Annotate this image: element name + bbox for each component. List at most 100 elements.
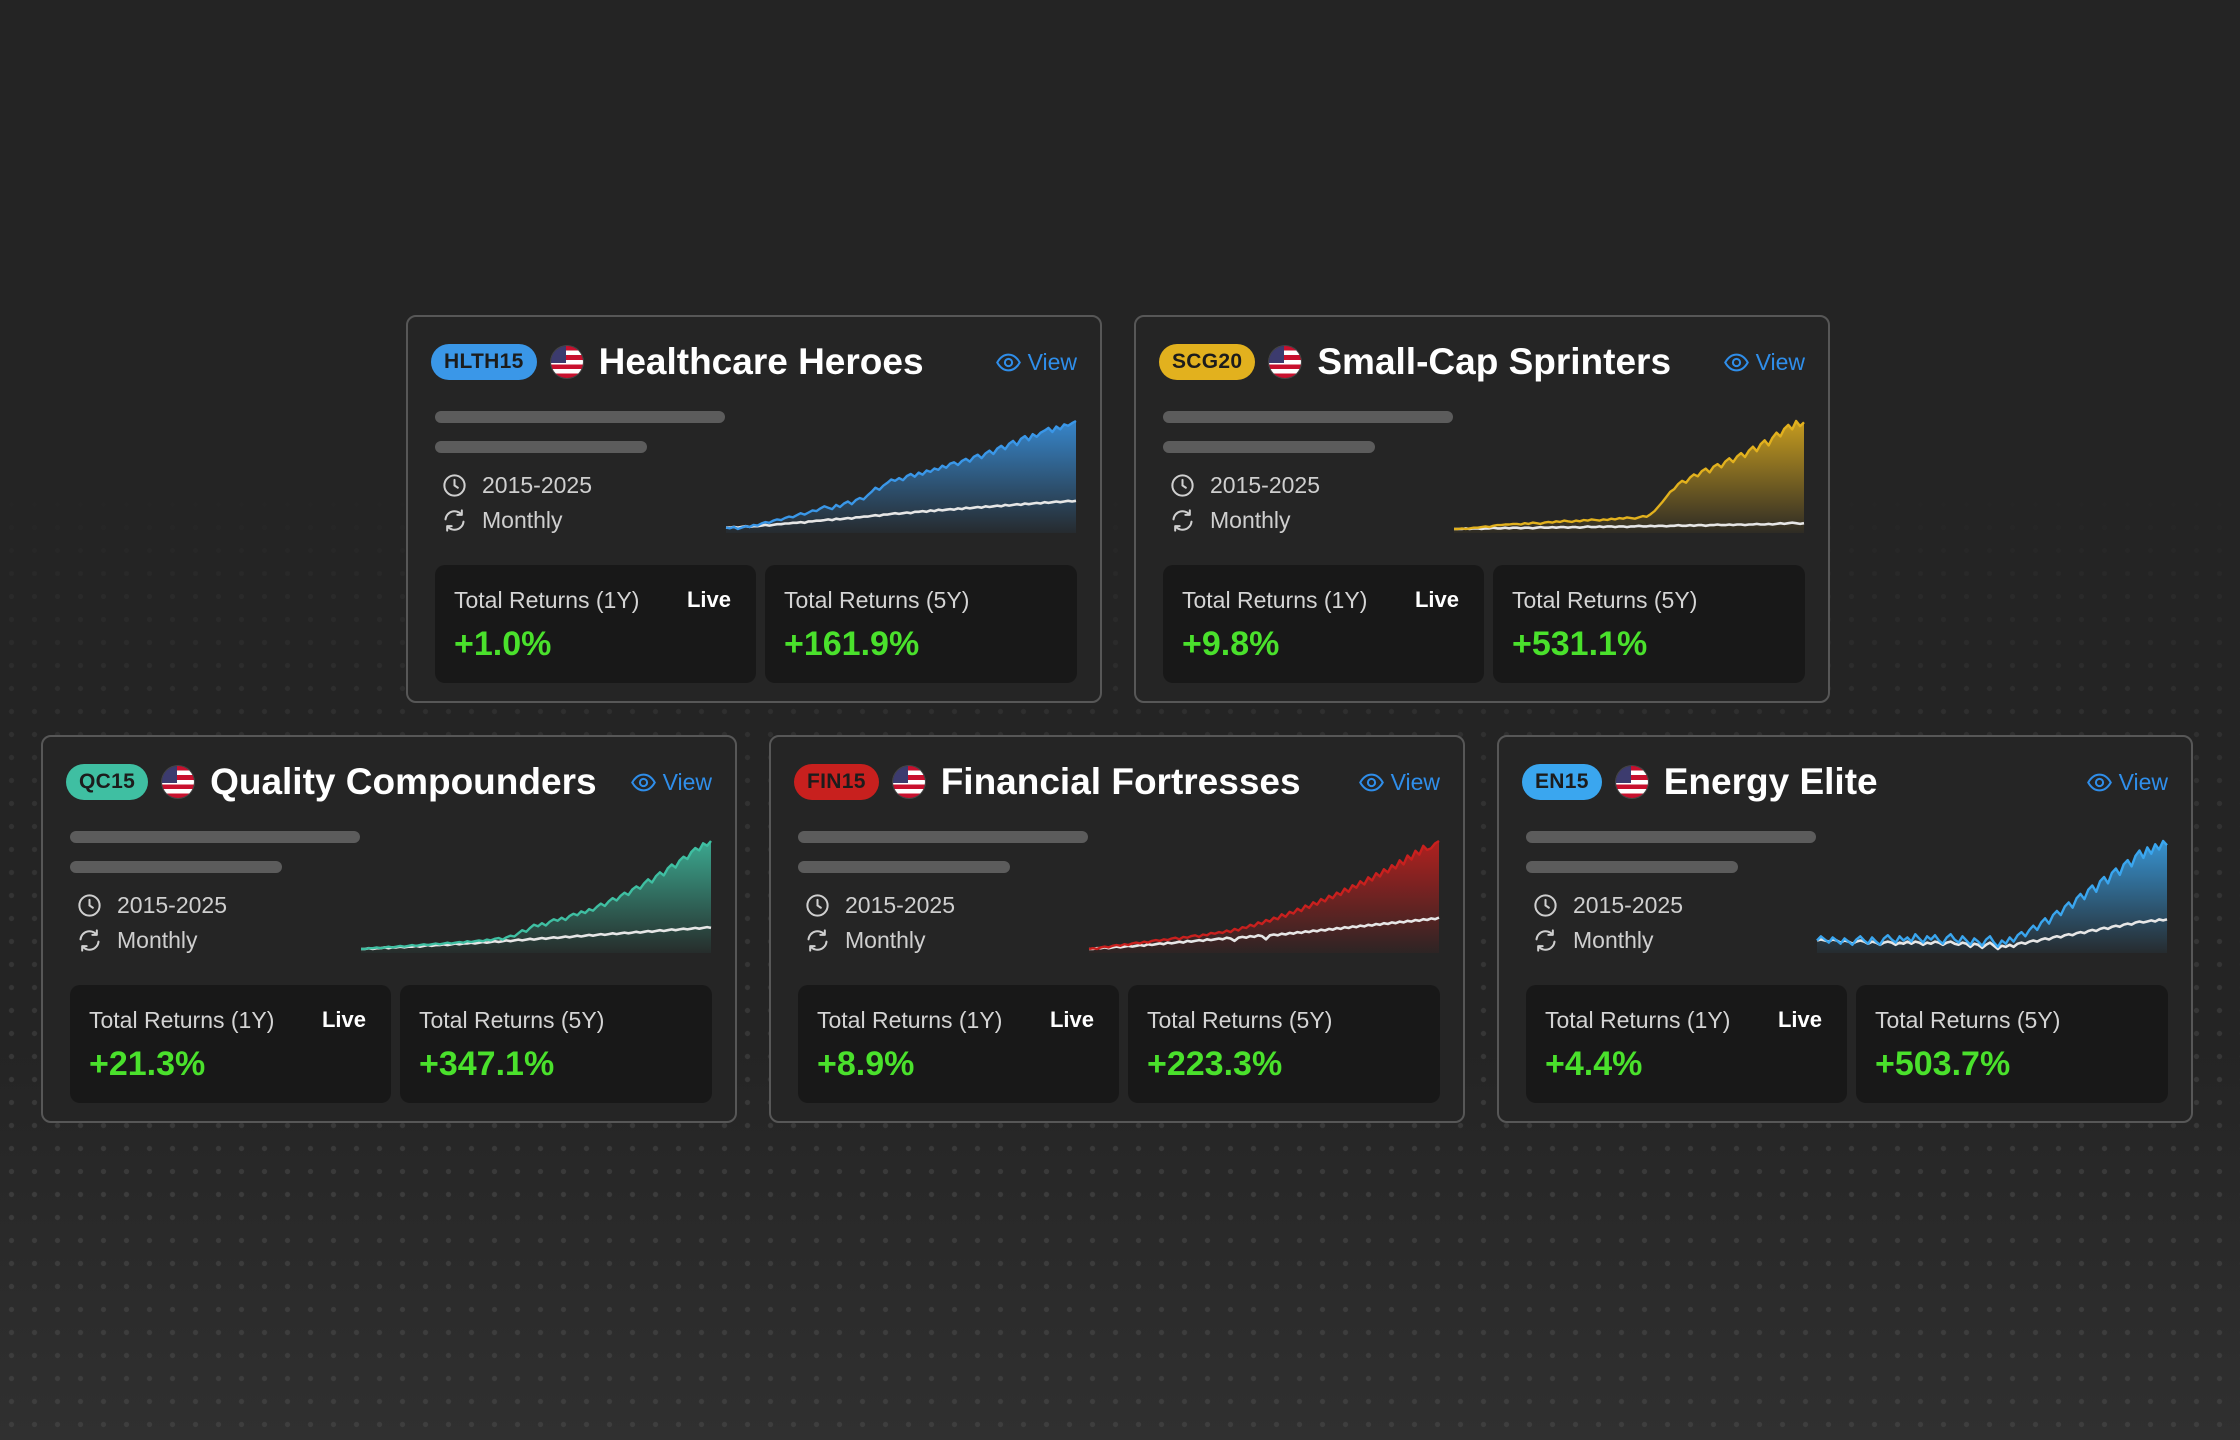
returns-5y-value: +347.1% bbox=[419, 1045, 555, 1083]
card-header: HLTH15 Healthcare Heroes View bbox=[431, 340, 1077, 384]
eye-icon bbox=[995, 353, 1021, 371]
period-text: 2015-2025 bbox=[482, 472, 592, 498]
description-placeholder-line bbox=[435, 441, 647, 453]
view-link[interactable]: View bbox=[1723, 349, 1805, 376]
live-badge: Live bbox=[1049, 1007, 1094, 1032]
card-header: SCG20 Small-Cap Sprinters View bbox=[1159, 340, 1805, 384]
card-title: Healthcare Heroes bbox=[598, 341, 924, 382]
returns-1y-label: Total Returns (1Y) bbox=[89, 1007, 275, 1033]
frequency-row: Monthly bbox=[804, 927, 926, 954]
returns-1y-value: +1.0% bbox=[454, 625, 552, 663]
view-link[interactable]: View bbox=[2086, 769, 2168, 796]
view-label[interactable]: View bbox=[2118, 768, 2168, 795]
returns-5y-label: Total Returns (5Y) bbox=[1147, 1007, 1333, 1033]
frequency-text: Monthly bbox=[482, 507, 563, 533]
ticker-badge: FIN15 bbox=[794, 764, 879, 800]
benchmark-line bbox=[1454, 521, 1805, 531]
performance-chart bbox=[1816, 839, 2168, 953]
returns-1y-value: +4.4% bbox=[1545, 1045, 1643, 1083]
returns-1y-value: +21.3% bbox=[89, 1045, 206, 1083]
period-text: 2015-2025 bbox=[117, 892, 227, 918]
live-badge: Live bbox=[321, 1007, 366, 1032]
ticker-badge: QC15 bbox=[66, 764, 149, 800]
period-row: 2015-2025 bbox=[1169, 472, 1320, 499]
returns-5y-label: Total Returns (5Y) bbox=[1512, 587, 1698, 613]
view-label[interactable]: View bbox=[1755, 348, 1805, 375]
description-placeholder-line bbox=[70, 861, 282, 873]
index-line bbox=[1088, 839, 1440, 951]
frequency-row: Monthly bbox=[441, 507, 563, 534]
card-title: Energy Elite bbox=[1663, 761, 1878, 802]
performance-chart bbox=[725, 419, 1077, 533]
ticker-badge: EN15 bbox=[1522, 764, 1602, 800]
period-row: 2015-2025 bbox=[1532, 892, 1683, 919]
index-line bbox=[1816, 839, 2168, 949]
frequency-text: Monthly bbox=[117, 927, 198, 953]
index-area bbox=[1454, 421, 1804, 533]
returns-1y-label: Total Returns (1Y) bbox=[817, 1007, 1003, 1033]
performance-chart bbox=[361, 840, 712, 953]
returns-1y-box: Total Returns (1Y) Live +1.0% bbox=[435, 565, 756, 683]
returns-1y-box: Total Returns (1Y) Live +9.8% bbox=[1163, 565, 1484, 683]
clock-icon bbox=[806, 894, 829, 917]
view-link[interactable]: View bbox=[630, 769, 712, 796]
eye-icon bbox=[2086, 773, 2112, 791]
frequency-row: Monthly bbox=[76, 927, 198, 954]
returns-5y-label: Total Returns (5Y) bbox=[419, 1007, 605, 1033]
live-badge: Live bbox=[1414, 587, 1459, 612]
refresh-icon bbox=[807, 929, 828, 952]
returns-5y-box: Total Returns (5Y) +223.3% bbox=[1128, 985, 1440, 1103]
us-flag-icon bbox=[550, 346, 583, 378]
card-header: FIN15 Financial Fortresses View bbox=[794, 760, 1440, 804]
frequency-text: Monthly bbox=[1210, 507, 1291, 533]
us-flag-icon bbox=[1615, 766, 1648, 798]
view-label[interactable]: View bbox=[1390, 768, 1440, 795]
returns-1y-label: Total Returns (1Y) bbox=[454, 587, 640, 613]
returns-5y-value: +161.9% bbox=[784, 625, 920, 663]
card-title: Small-Cap Sprinters bbox=[1317, 341, 1672, 382]
returns-5y-value: +531.1% bbox=[1512, 625, 1648, 663]
returns-5y-box: Total Returns (5Y) +503.7% bbox=[1856, 985, 2168, 1103]
description-placeholder-line bbox=[435, 411, 725, 423]
benchmark-line bbox=[726, 499, 1077, 529]
index-line bbox=[725, 419, 1077, 531]
frequency-text: Monthly bbox=[1573, 927, 1654, 953]
strategy-card-hlth15: HLTH15 Healthcare Heroes View 2015-2025 bbox=[406, 315, 1102, 703]
returns-5y-box: Total Returns (5Y) +161.9% bbox=[765, 565, 1077, 683]
returns-1y-label: Total Returns (1Y) bbox=[1182, 587, 1368, 613]
returns-5y-value: +503.7% bbox=[1875, 1045, 2011, 1083]
description-placeholder-line bbox=[70, 831, 360, 843]
strategy-card-qc15: QC15 Quality Compounders View 2015-2025 bbox=[41, 735, 737, 1123]
eye-icon bbox=[1358, 773, 1384, 791]
returns-1y-value: +9.8% bbox=[1182, 625, 1280, 663]
period-row: 2015-2025 bbox=[441, 472, 592, 499]
returns-5y-box: Total Returns (5Y) +531.1% bbox=[1493, 565, 1805, 683]
ticker-badge: SCG20 bbox=[1159, 344, 1256, 380]
period-row: 2015-2025 bbox=[804, 892, 955, 919]
us-flag-icon bbox=[892, 766, 925, 798]
frequency-row: Monthly bbox=[1532, 927, 1654, 954]
strategy-card-fin15: FIN15 Financial Fortresses View 2015-202… bbox=[769, 735, 1465, 1123]
description-placeholder-line bbox=[1526, 861, 1738, 873]
returns-1y-box: Total Returns (1Y) Live +4.4% bbox=[1526, 985, 1847, 1103]
strategy-card-en15: EN15 Energy Elite View 2015-2025 bbox=[1497, 735, 2193, 1123]
returns-1y-box: Total Returns (1Y) Live +21.3% bbox=[70, 985, 391, 1103]
period-text: 2015-2025 bbox=[1573, 892, 1683, 918]
view-link[interactable]: View bbox=[1358, 769, 1440, 796]
view-label[interactable]: View bbox=[1027, 348, 1077, 375]
view-label[interactable]: View bbox=[662, 768, 712, 795]
us-flag-icon bbox=[1269, 346, 1302, 378]
refresh-icon bbox=[444, 509, 465, 532]
index-area bbox=[1089, 841, 1439, 953]
card-title: Quality Compounders bbox=[210, 761, 597, 802]
refresh-icon bbox=[79, 929, 100, 952]
description-placeholder-line bbox=[798, 831, 1088, 843]
frequency-row: Monthly bbox=[1169, 507, 1291, 534]
index-area bbox=[726, 421, 1076, 533]
live-badge: Live bbox=[1777, 1007, 1822, 1032]
eye-icon bbox=[630, 773, 656, 791]
index-line bbox=[361, 840, 712, 951]
description-placeholder-line bbox=[1163, 411, 1453, 423]
view-link[interactable]: View bbox=[995, 349, 1077, 376]
period-text: 2015-2025 bbox=[1210, 472, 1320, 498]
